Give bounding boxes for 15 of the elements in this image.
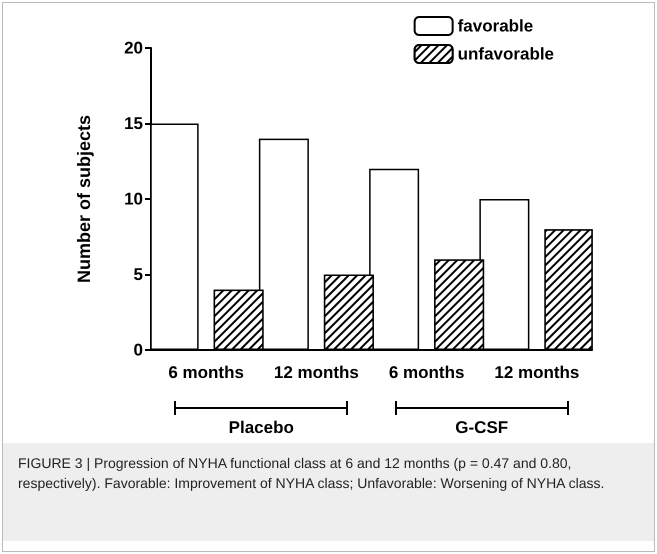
y-tick-label: 15 [124,114,143,133]
y-tick-label: 5 [134,265,143,284]
x-tick-label: 12 months [274,363,359,382]
x-tick-label: 6 months [388,363,464,382]
caption: FIGURE 3 | Progression of NYHA functional class at 6 and 12 months (p = 0.47 and 0.80, respectively). Favorable: Improvement of NYHA class; Unfavorable: Worsening of NYHA class. [3,443,654,541]
legend-label: unfavorable [458,44,554,64]
legend-label: favorable [458,16,534,36]
y-tick-label: 0 [134,340,143,360]
y-axis-title: Number of subjects [74,114,94,284]
text: G-CSF [454,418,510,438]
text: Placebo [228,418,295,438]
y-tick-label: 20 [124,38,143,58]
x-tick-label: 12 months [494,363,580,382]
x-tick-label: 6 months [168,363,244,382]
y-tick-label: 10 [124,190,143,208]
